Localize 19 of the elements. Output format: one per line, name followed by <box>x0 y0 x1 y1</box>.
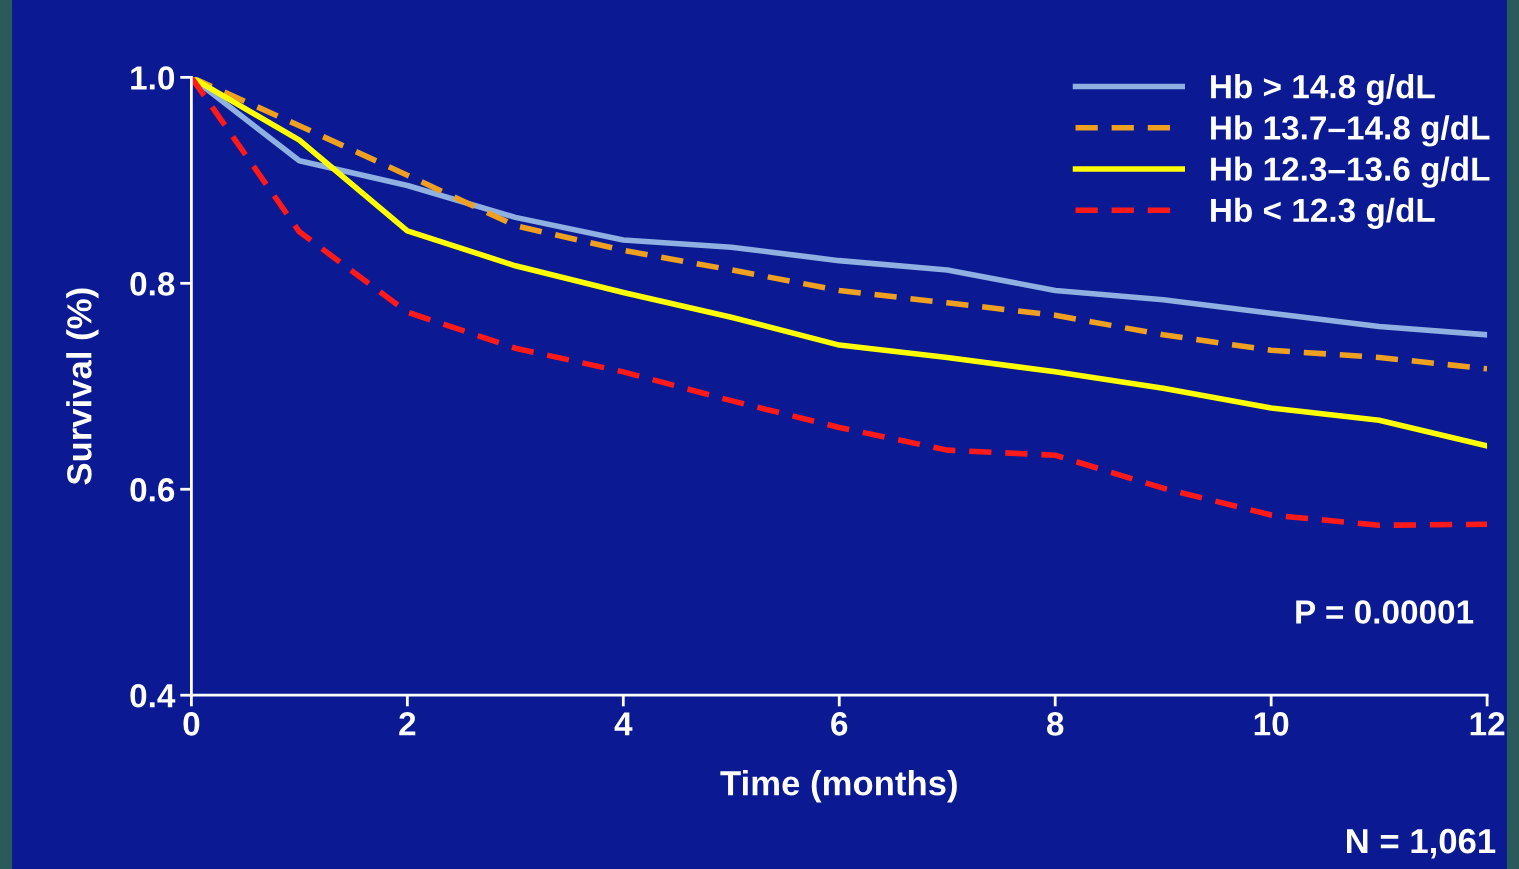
y-tick-label: 0.6 <box>130 478 175 502</box>
y-tick-label: 0.8 <box>130 272 175 296</box>
x-tick-label: 6 <box>831 712 848 736</box>
legend-label: Hb > 14.8 g/dL <box>1211 74 1435 106</box>
x-tick-label: 12 <box>1470 712 1505 736</box>
legend-label: Hb < 12.3 g/dL <box>1211 197 1435 229</box>
y-tick-label: 1.0 <box>131 66 175 90</box>
legend-label: Hb 13.7–14.8 g/dL <box>1211 115 1490 147</box>
x-axis-title: Time (months) <box>720 770 957 803</box>
x-tick-label: 2 <box>399 712 416 736</box>
annotation: P = 0.00001 <box>1296 600 1474 624</box>
x-tick-label: 8 <box>1046 712 1064 736</box>
x-tick-label: 10 <box>1254 712 1289 736</box>
text: N = 1,061 <box>1347 828 1496 859</box>
y-axis-title: Survival (%) <box>66 288 99 485</box>
x-tick-label: 0 <box>183 712 200 736</box>
legend-label: Hb 12.3–13.6 g/dL <box>1211 156 1490 188</box>
y-tick-label: 0.4 <box>130 684 176 708</box>
x-tick-label: 4 <box>614 712 633 736</box>
